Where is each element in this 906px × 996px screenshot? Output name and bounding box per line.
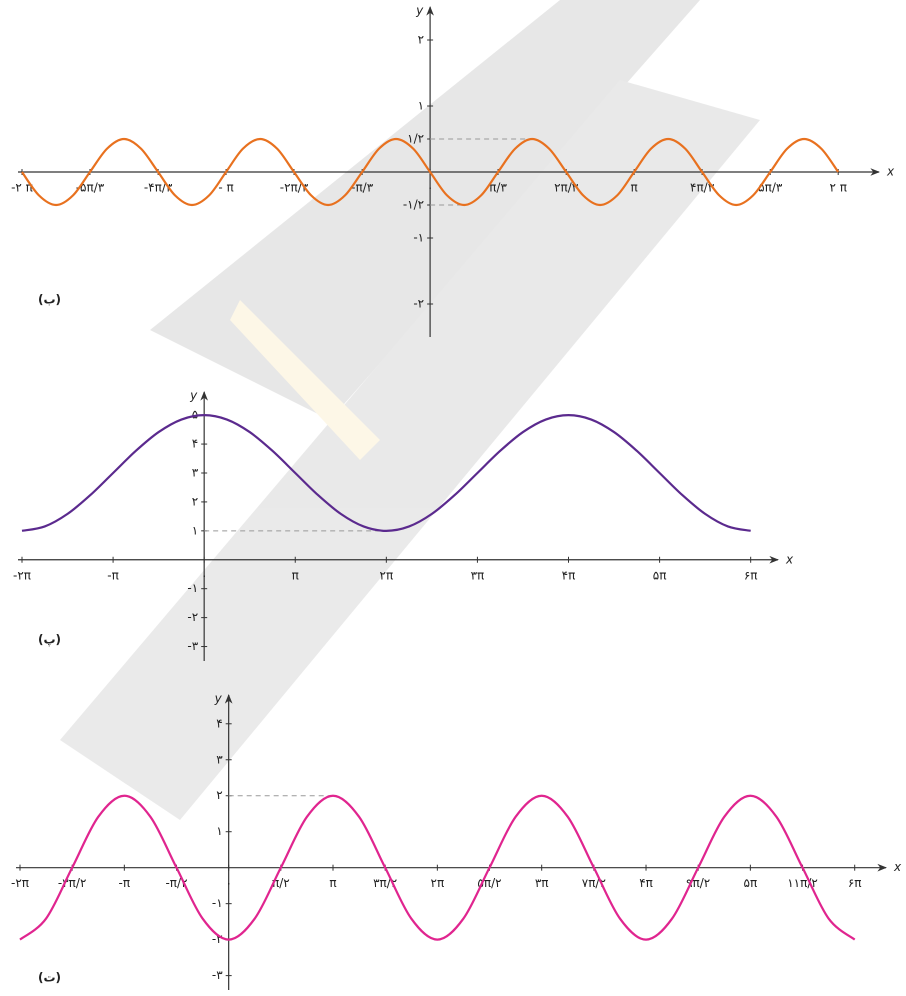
y-tick-label: -۲	[187, 610, 198, 624]
y-tick-label: ۳	[216, 752, 223, 766]
y-tick-label: ۱	[216, 824, 222, 838]
y-tick-label: ۱	[418, 99, 424, 113]
x-tick-label: π	[329, 876, 336, 890]
curve	[21, 414, 751, 532]
y-tick-label: -۱	[187, 581, 198, 595]
x-tick-label: π/۳	[489, 181, 507, 195]
panel-label: (ت)	[38, 971, 61, 985]
x-tick-label: -π	[107, 568, 119, 582]
x-tick-label: π	[292, 568, 299, 582]
x-tick-label: ۰	[225, 876, 231, 890]
panel-label: (پ)	[38, 633, 61, 647]
x-tick-label: ۴π	[639, 876, 653, 890]
x-tick-label: π	[631, 181, 638, 195]
y-tick-label: -۱/۲	[403, 198, 424, 212]
y-tick-label: ۲	[216, 788, 222, 802]
x-tick-label: ۵π	[744, 876, 758, 890]
x-tick-label: ۴π	[562, 568, 576, 582]
y-tick-label: ۲	[192, 494, 198, 508]
y-tick-label: -۳	[212, 968, 223, 982]
x-tick-label: ۰	[201, 568, 207, 582]
x-tick-label: ۲ π	[829, 181, 846, 195]
x-tick-label: -۲ π	[11, 181, 33, 195]
curve	[19, 794, 856, 941]
y-tick-label: ۴	[192, 437, 198, 451]
y-tick-label: -۳	[187, 639, 198, 653]
x-axis-label: x	[785, 552, 794, 566]
x-tick-label: -۳π/۲	[58, 876, 87, 890]
x-tick-label: π/۲	[272, 876, 290, 890]
y-tick-label: ۵	[192, 408, 198, 422]
y-tick-label: -۱	[413, 231, 424, 245]
x-tick-label: -۲π	[13, 568, 31, 582]
y-tick-label: -۲	[413, 297, 424, 311]
x-tick-label: ۴π/۳	[690, 181, 715, 195]
x-tick-label: ۳π	[471, 568, 485, 582]
curve	[21, 137, 840, 207]
y-axis-label: y	[189, 389, 198, 403]
y-axis-label: y	[415, 4, 424, 18]
x-tick-label: -۲π	[11, 876, 29, 890]
x-tick-label: ۶π	[848, 876, 862, 890]
y-tick-label: ۴	[216, 716, 222, 730]
x-tick-label: ۵π/۳	[758, 181, 783, 195]
x-tick-label: ۲π	[431, 876, 445, 890]
y-tick-label: ۳	[192, 465, 199, 479]
x-tick-label: ۱۱π/۲	[787, 876, 818, 890]
x-axis-label: x	[893, 860, 902, 874]
x-tick-label: ۰	[427, 181, 433, 195]
y-tick-label: ۱	[192, 523, 198, 537]
y-tick-label: ۱/۲	[407, 132, 424, 146]
x-axis-label: x	[886, 165, 895, 179]
y-tick-label: ۲	[418, 33, 424, 47]
y-tick-label: -۱	[212, 896, 223, 910]
watermark	[60, 0, 760, 820]
y-axis-label: y	[214, 692, 223, 706]
x-tick-label: - π	[218, 181, 233, 195]
x-tick-label: -π	[119, 876, 131, 890]
x-tick-label: ۲π	[380, 568, 394, 582]
x-tick-label: ۲π/۳	[554, 181, 579, 195]
y-tick-label: -۲	[212, 932, 223, 946]
x-tick-label: -π/۳	[351, 181, 374, 195]
x-tick-label: ۶π	[744, 568, 758, 582]
panel-label: (ب)	[38, 293, 61, 307]
x-tick-label: ۳π	[535, 876, 549, 890]
x-tick-label: ۵π	[653, 568, 667, 582]
